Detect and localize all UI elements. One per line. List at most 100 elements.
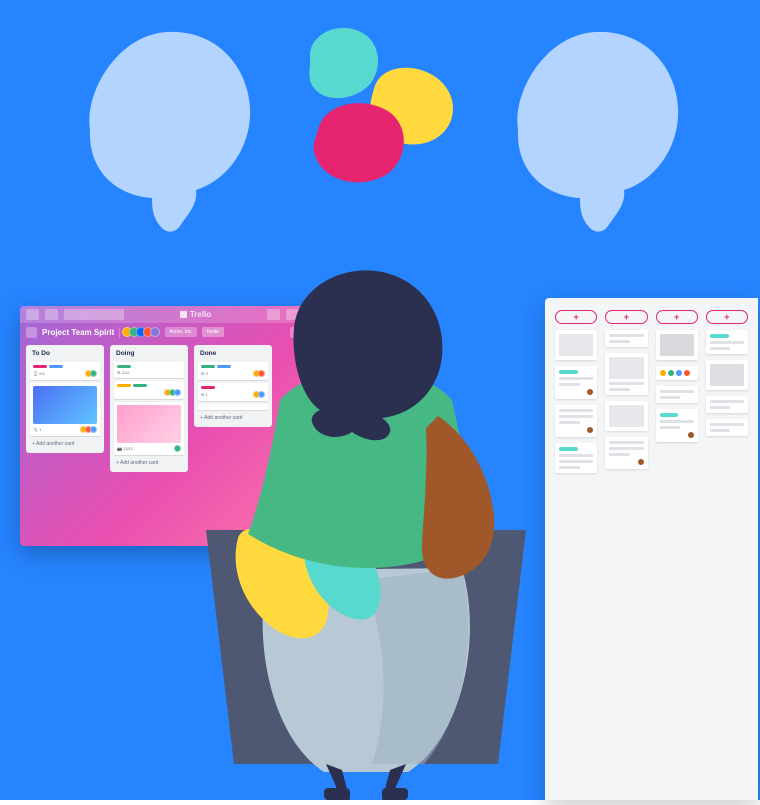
text-line [609,388,630,391]
illustration-scene: Trello Project Team Spirit Acme, Inc. In… [0,0,760,800]
text-line [609,441,643,444]
card-meta: ☰ 2/12 [117,370,129,375]
list-title: To Do [30,349,100,359]
add-column-button[interactable]: + [656,310,698,324]
plan-card[interactable] [555,366,597,399]
text-line [609,453,630,456]
text-line [710,400,744,403]
card[interactable] [114,381,184,399]
plan-card[interactable] [706,396,748,413]
accent-bar [710,334,729,338]
plan-card[interactable] [555,405,597,437]
card-avatars [82,426,97,433]
text-line [660,390,694,393]
plan-card-footer [660,432,694,438]
card[interactable]: 📎 1 [30,383,100,436]
text-line [559,466,580,469]
add-column-button[interactable]: + [706,310,748,324]
plan-card[interactable] [605,437,647,469]
card-footer: ☰ 2/12 [117,370,181,375]
card-footer: ⌚ 2/4 [33,370,97,377]
plan-card[interactable] [555,330,597,360]
text-line [710,341,744,344]
plan-card[interactable] [605,330,647,347]
plan-card[interactable] [605,353,647,395]
plan-card[interactable] [656,330,698,360]
add-card-button[interactable]: + Add another card [114,458,184,468]
card[interactable]: ☰ 2/12 [114,362,184,378]
plan-card-footer [559,389,593,395]
board-title: Project Team Spirit [42,328,114,337]
text-line [710,429,731,432]
text-line [710,406,731,409]
home-icon[interactable] [45,309,58,320]
card-meta: 📎 1 [33,427,41,432]
plan-board: + + + + [545,298,758,800]
divider [119,327,120,338]
text-line [559,415,593,418]
card-image [609,357,643,379]
add-column-button[interactable]: + [605,310,647,324]
mini-avatar [587,427,593,433]
add-column-button[interactable]: + [555,310,597,324]
card-labels [117,384,181,387]
search-input[interactable] [64,309,124,320]
card-avatars [87,370,97,377]
mini-avatar [638,459,644,465]
accent-bar [660,413,679,417]
label [133,384,147,387]
text-line [559,454,593,457]
plan-card[interactable] [706,360,748,390]
card-labels [33,365,97,368]
card-image [660,334,694,356]
mini-avatar [676,370,682,376]
text-line [660,426,681,429]
text-line [609,340,630,343]
card-meta: 📷 12/12 [117,446,133,451]
text-line [559,383,580,386]
list: To Do ⌚ 2/4 📎 1 + Add another card [26,345,104,453]
text-line [660,396,681,399]
member-avatars [125,327,160,337]
card[interactable]: 📷 12/12 [114,402,184,455]
apps-icon[interactable] [26,309,39,320]
plan-card[interactable] [706,330,748,354]
accent-bar [559,370,578,374]
text-line [559,421,580,424]
card-image [609,405,643,427]
accent-bar [559,447,578,451]
label [49,365,63,368]
plan-card-footer [559,427,593,433]
card-footer: 📎 1 [33,426,97,433]
label [33,365,47,368]
member-avatar[interactable] [150,327,160,337]
card[interactable]: ⌚ 2/4 [30,362,100,380]
plan-column: + [656,310,698,473]
mini-avatar [660,370,666,376]
mini-avatar [684,370,690,376]
plan-card[interactable] [656,409,698,442]
plan-card[interactable] [605,401,647,431]
card-avatar [90,426,97,433]
person-illustration [176,280,556,800]
card-meta: ⌚ 2/4 [33,371,45,376]
add-card-button[interactable]: + Add another card [30,439,100,449]
text-line [559,409,593,412]
plan-card[interactable] [656,366,698,380]
card-cover [117,405,181,443]
plan-card[interactable] [706,419,748,436]
label [117,384,131,387]
card-avatar [90,370,97,377]
text-line [710,347,731,350]
card-footer [117,389,181,396]
plan-card[interactable] [656,386,698,403]
plan-card[interactable] [555,443,597,473]
mini-avatar [587,389,593,395]
board-switcher-icon[interactable] [26,327,37,338]
list-title: Doing [114,349,184,359]
plan-column: + [555,310,597,473]
card-labels [117,365,181,368]
label [117,365,131,368]
text-line [609,382,643,385]
card-image [710,364,744,386]
